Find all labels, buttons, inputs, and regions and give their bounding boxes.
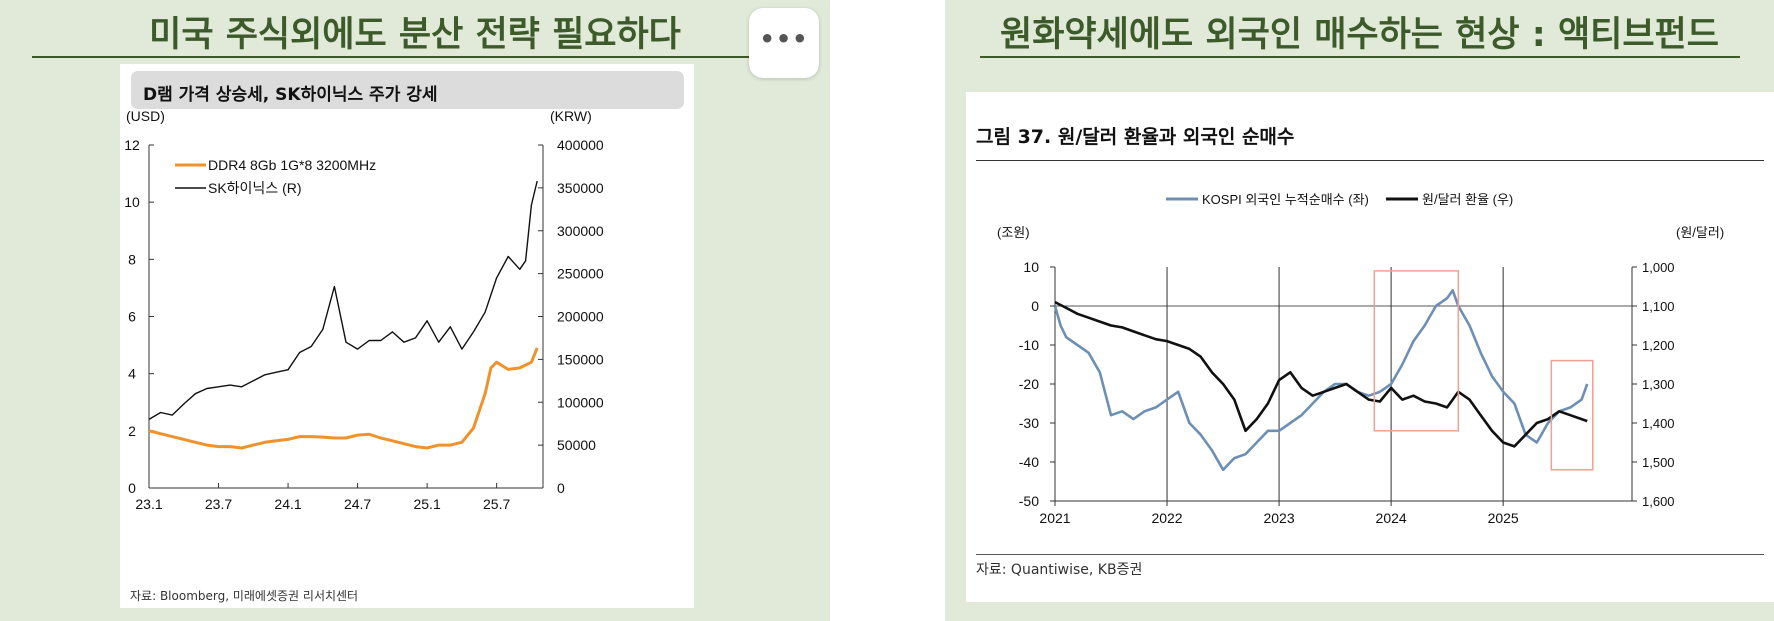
more-dots-icon: •••: [759, 25, 809, 53]
left-tick-label: 0: [128, 480, 136, 496]
left-axis-unit: (조원): [997, 225, 1030, 240]
right-tick-label: 1,100: [1642, 299, 1675, 314]
left-tick-label: 10: [124, 194, 140, 210]
krw-usd-rate-line: [1054, 300, 1588, 448]
more-options-button[interactable]: •••: [749, 8, 819, 78]
left-tick-label: -40: [1019, 454, 1039, 470]
figure-source: 자료: Quantiwise, KB증권: [976, 562, 1143, 578]
right-tick-label: 250000: [557, 266, 604, 282]
right-tick-label: 1,000: [1642, 260, 1675, 275]
x-tick-label: 2023: [1263, 510, 1294, 526]
chart-source: 자료: Bloomberg, 미래에셋증권 리서치센터: [130, 589, 359, 603]
x-tick-label: 25.7: [483, 496, 510, 512]
right-tick-label: 300000: [557, 223, 604, 239]
left-tick-label: 0: [1031, 298, 1039, 314]
left-tick-label: 2: [128, 423, 136, 439]
right-tick-label: 1,600: [1642, 494, 1675, 509]
right-chart-card: 그림 37. 원/달러 환율과 외국인 순매수 (조원) (원/달러) -50 -40…: [966, 92, 1774, 602]
skhynix-price-line: [148, 180, 538, 421]
x-tick-label: 2025: [1488, 510, 1519, 526]
left-chart-card: D램 가격 상승세, SK하이닉스 주가 강세 (USD) (KRW) 0 2 4 6 8 1…: [120, 64, 694, 608]
x-tick-label: 2024: [1376, 510, 1407, 526]
x-tick-label: 23.1: [135, 496, 162, 512]
legend-label: SK하이닉스 (R): [208, 180, 302, 196]
figure-footer-rule: [976, 554, 1764, 555]
right-tick-label: 200000: [557, 309, 604, 325]
left-tick-label: -50: [1019, 493, 1039, 509]
chart-header-title: D램 가격 상승세, SK하이닉스 주가 강세: [143, 85, 438, 105]
x-tick-label: 25.1: [413, 496, 440, 512]
right-tick-label: 150000: [557, 351, 604, 367]
x-tick-label: 23.7: [205, 496, 232, 512]
right-axis-unit: (KRW): [550, 108, 592, 124]
legend-label: 원/달러 환율 (우): [1422, 192, 1513, 207]
dram-skhynix-chart: (USD) (KRW) 0 2 4 6 8 10 12 0 50000 100000 150000 200…: [124, 108, 604, 512]
right-tick-label: 350000: [557, 180, 604, 196]
legend-label: DDR4 8Gb 1G*8 3200MHz: [208, 157, 376, 173]
left-tick-label: 12: [124, 137, 140, 153]
highlight-box-2025: [1550, 359, 1594, 471]
x-tick-label: 2022: [1151, 510, 1182, 526]
left-tick-label: 8: [128, 251, 136, 267]
right-tick-label: 1,300: [1642, 377, 1675, 392]
right-title-rule: [980, 56, 1740, 58]
left-tick-label: -20: [1019, 376, 1039, 392]
left-title-rule: [32, 56, 770, 58]
right-panel-title: 원화약세에도 외국인 매수하는 현상 : 액티브펀드: [1000, 15, 1719, 55]
left-tick-label: 4: [128, 366, 136, 382]
right-tick-label: 0: [557, 480, 565, 496]
right-tick-label: 400000: [557, 137, 604, 153]
right-tick-label: 1,200: [1642, 338, 1675, 353]
right-tick-label: 50000: [557, 437, 596, 453]
left-tick-label: -30: [1019, 415, 1039, 431]
chart-header: D램 가격 상승세, SK하이닉스 주가 강세: [131, 71, 684, 109]
x-tick-label: 24.1: [274, 496, 301, 512]
dram-price-line: [148, 347, 539, 450]
legend-label: KOSPI 외국인 누적순매수 (좌): [1202, 192, 1369, 207]
left-tick-label: -10: [1019, 337, 1039, 353]
left-tick-label: 6: [128, 309, 136, 325]
highlight-box-2024: [1373, 270, 1460, 432]
krw-foreign-buying-chart: (조원) (원/달러) -50 -40 -30 -20 -10 0 10 1,000 1,100 1,…: [997, 192, 1724, 526]
x-tick-label: 24.7: [344, 496, 371, 512]
right-tick-label: 1,400: [1642, 416, 1675, 431]
figure-title-rule: [976, 160, 1764, 161]
left-axis-unit: (USD): [126, 108, 165, 124]
right-tick-label: 1,500: [1642, 455, 1675, 470]
left-panel-title: 미국 주식외에도 분산 전략 필요하다: [149, 15, 681, 55]
left-tick-label: 10: [1023, 259, 1039, 275]
right-tick-label: 100000: [557, 394, 604, 410]
figure-title: 그림 37. 원/달러 환율과 외국인 순매수: [976, 126, 1295, 148]
right-axis-unit: (원/달러): [1676, 225, 1724, 240]
x-tick-label: 2021: [1039, 510, 1070, 526]
